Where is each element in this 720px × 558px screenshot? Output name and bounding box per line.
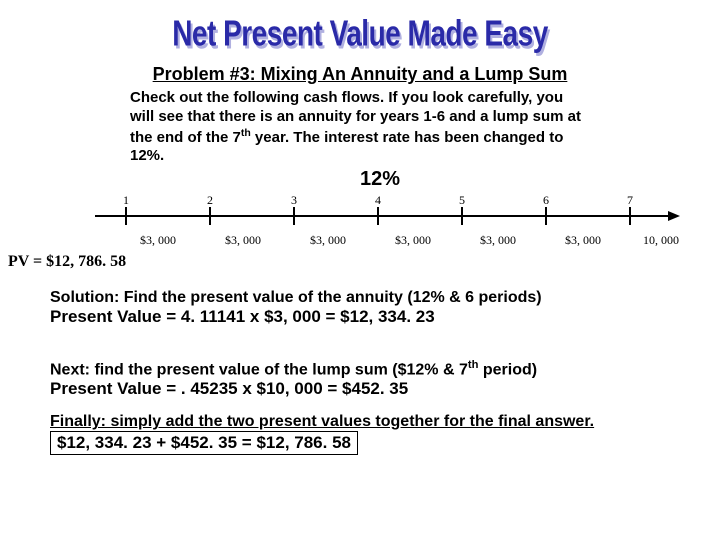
timeline-tick xyxy=(377,207,379,225)
page-title: Net Present Value Made Easy xyxy=(0,13,720,55)
timeline-value: $3, 000 xyxy=(225,233,261,248)
timeline: 1 2 3 4 5 6 7 $3, 000 $3, 000 $3, 000 $3, 000 $3, … xyxy=(95,193,680,251)
timeline-tick xyxy=(293,207,295,225)
timeline-period-label: 6 xyxy=(543,193,549,208)
timeline-axis xyxy=(95,215,670,217)
timeline-period-label: 1 xyxy=(123,193,129,208)
timeline-value: $3, 000 xyxy=(140,233,176,248)
step2-part1: Next: find the present value of the lump… xyxy=(50,361,468,378)
timeline-tick xyxy=(629,207,631,225)
timeline-value: 10, 000 xyxy=(643,233,679,248)
intro-sup: th xyxy=(241,127,251,139)
timeline-tick xyxy=(461,207,463,225)
timeline-value: $3, 000 xyxy=(480,233,516,248)
step2-part2: period) xyxy=(478,361,537,378)
final-answer-box: $12, 334. 23 + $452. 35 = $12, 786. 58 xyxy=(50,431,358,455)
solution-step2-text: Next: find the present value of the lump… xyxy=(50,359,670,379)
timeline-period-label: 7 xyxy=(627,193,633,208)
timeline-period-label: 5 xyxy=(459,193,465,208)
intro-text: Check out the following cash flows. If y… xyxy=(130,89,590,166)
timeline-value: $3, 000 xyxy=(395,233,431,248)
timeline-value: $3, 000 xyxy=(310,233,346,248)
timeline-tick xyxy=(125,207,127,225)
solution-step1-calc: Present Value = 4. 11141 x $3, 000 = $12… xyxy=(50,307,670,327)
interest-rate: 12% xyxy=(40,168,720,191)
pv-result: PV = $12, 786. 58 xyxy=(8,253,720,271)
solution-step1-text: Solution: Find the present value of the … xyxy=(50,289,670,307)
solution-step2-calc: Present Value = . 45235 x $10, 000 = $45… xyxy=(50,379,670,399)
timeline-value: $3, 000 xyxy=(565,233,601,248)
timeline-arrow-icon xyxy=(668,211,680,221)
final-text: Finally: simply add the two present valu… xyxy=(50,413,670,431)
problem-subtitle: Problem #3: Mixing An Annuity and a Lump… xyxy=(0,64,720,85)
timeline-period-label: 2 xyxy=(207,193,213,208)
timeline-period-label: 3 xyxy=(291,193,297,208)
timeline-tick xyxy=(209,207,211,225)
timeline-period-label: 4 xyxy=(375,193,381,208)
step2-sup: th xyxy=(468,359,479,371)
timeline-tick xyxy=(545,207,547,225)
